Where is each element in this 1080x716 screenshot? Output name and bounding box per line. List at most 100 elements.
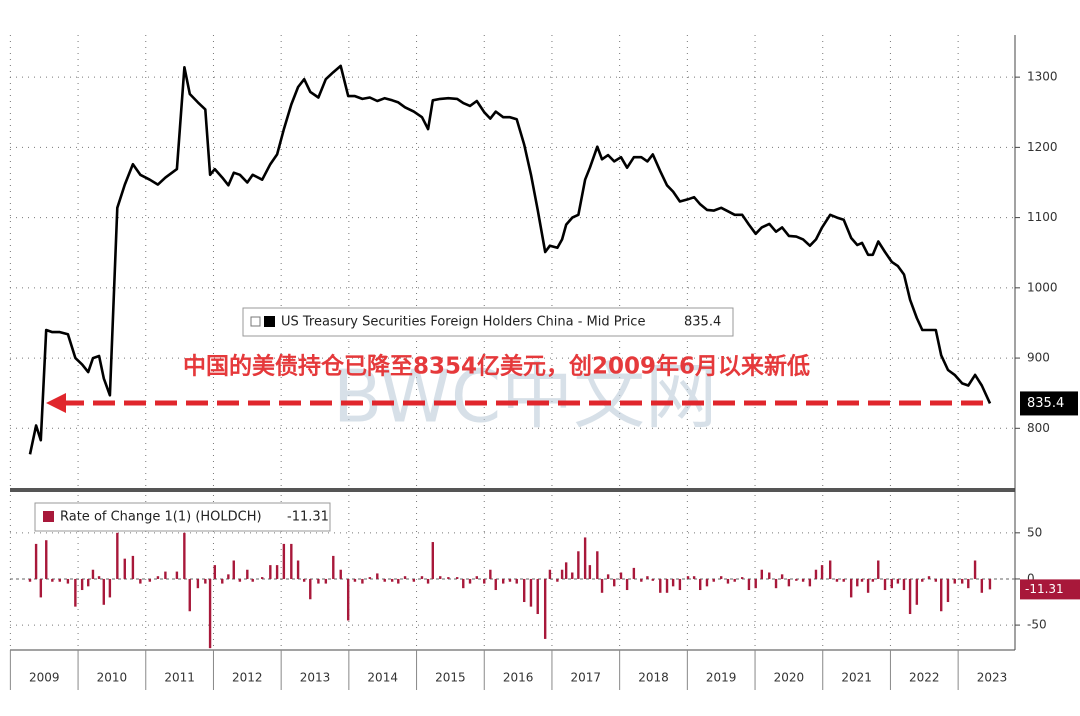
value-badge [1020,391,1078,416]
bar [221,578,224,584]
bar [651,578,655,581]
bar [324,578,328,584]
y-tick-label: 800 [1027,421,1050,435]
bar [801,578,805,582]
bar [733,578,736,582]
marks: 835.4 -11.31 [10,64,1080,649]
bar [719,576,723,579]
bar [588,565,592,579]
bar [368,577,372,579]
y-tick-label: 1200 [1027,140,1058,154]
x-tick-label: 2009 [29,671,60,685]
bar [74,578,77,607]
annotation: 中国的美债持仓已降至8354亿美元，创2009年6月以来新低 [183,353,810,380]
y-tick-label: 1300 [1027,70,1058,84]
x-tick-label: 2016 [503,671,534,685]
y-tick-label: 1100 [1027,210,1058,224]
bar [156,576,160,579]
bar [577,551,580,579]
bar [175,571,179,579]
bar [529,578,533,607]
bar [45,540,48,579]
x-tick-label: 2021 [841,671,872,685]
bar [774,578,778,589]
bar [927,576,931,579]
watermark: BWC中文网 [333,355,717,439]
bar [420,576,424,579]
bar [659,578,662,593]
x-tick-label: 2014 [367,671,398,685]
value-badge [1020,579,1080,600]
bar [856,578,859,587]
legend-label: Rate of Change 1(1) (HOLDCH) [60,510,262,525]
bar [556,578,559,582]
bar [828,560,832,579]
bar [317,578,320,584]
bar [665,578,669,593]
bar [439,576,442,579]
x-tick-label: 2022 [909,671,940,685]
bar [686,576,690,579]
bar [213,565,217,579]
bar [522,578,526,603]
bar [849,578,853,598]
bar [296,560,300,579]
bar [548,569,552,579]
bar [332,555,335,579]
bar [871,578,875,582]
bar [353,578,357,582]
legend-swatch [264,316,275,327]
bar [275,565,279,579]
bar [921,578,924,582]
x-tick-label: 2013 [300,671,331,685]
bar [361,578,364,584]
bar [877,560,880,579]
bar [80,578,84,591]
bar [489,569,492,579]
bar [426,578,430,584]
bar [515,578,518,584]
bar [238,578,242,582]
x-tick-label: 2011 [164,671,195,685]
bar [780,574,784,579]
bar [740,577,744,579]
bar [447,577,450,579]
bar [692,576,696,579]
bar [564,562,568,579]
bar [934,578,937,582]
bar [754,578,757,589]
bar [346,578,350,621]
x-tick-label: 2012 [232,671,263,685]
bar [468,578,472,584]
bar [543,578,547,639]
bar [953,578,956,584]
bar [760,569,764,579]
bar [97,576,101,579]
bar [376,573,379,579]
bar [261,577,264,579]
bar [820,565,824,579]
bar [842,578,845,582]
y-tick-label: 50 [1027,525,1042,539]
x-tick-label: 2019 [706,671,737,685]
bar [39,578,43,598]
legend-box [242,307,734,337]
bar [282,543,286,579]
x-tick-label: 2020 [774,671,805,685]
bar [787,578,791,587]
bar [397,578,400,584]
bar [139,578,142,584]
bar [403,576,407,579]
bar [164,571,167,579]
bar [940,578,943,612]
bar [390,578,394,582]
y-tick-label: -50 [1027,618,1047,632]
bar [116,532,119,579]
bar [183,532,186,579]
bar [640,578,643,582]
legend-box [34,502,331,532]
bar [988,578,992,590]
bar [102,578,105,605]
bar [768,572,771,579]
bar [475,576,479,579]
